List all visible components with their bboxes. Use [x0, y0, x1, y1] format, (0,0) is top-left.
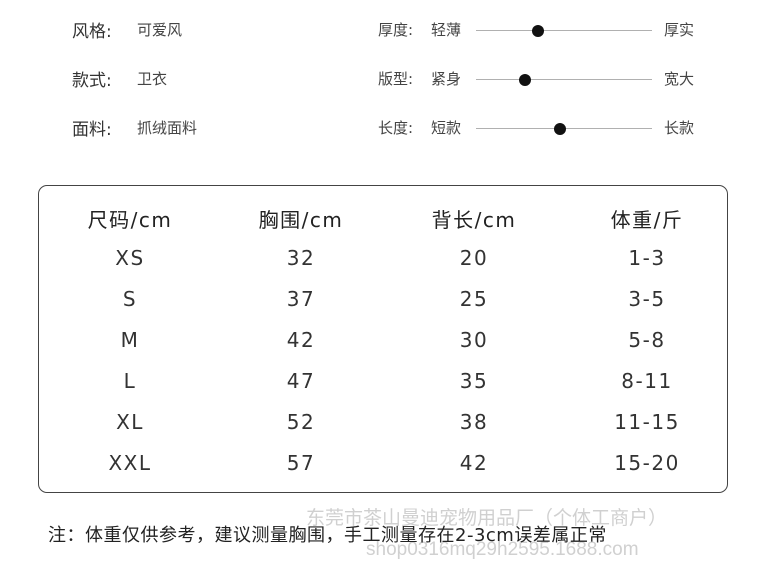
- table-cell: 30: [459, 328, 489, 352]
- slider-label: 长度:: [378, 119, 414, 137]
- table-cell: 25: [459, 287, 489, 311]
- watermark-shop-url: shop0316mq29h2595.1688.com: [366, 539, 639, 560]
- table-cell: XS: [115, 246, 145, 270]
- slider-knob: [531, 25, 544, 37]
- attribute-label: 面料:: [72, 120, 112, 140]
- table-cell: 5-8: [628, 328, 666, 352]
- attribute-value: 卫衣: [137, 70, 168, 88]
- table-cell: L: [123, 369, 137, 393]
- slider-track: [476, 79, 652, 80]
- table-cell: 20: [459, 246, 489, 270]
- table-cell: 52: [286, 410, 316, 434]
- slider-track: [476, 30, 652, 31]
- attribute-value: 抓绒面料: [137, 119, 198, 137]
- slider-left-label: 紧身: [431, 70, 462, 88]
- table-cell: 35: [459, 369, 489, 393]
- slider-left-label: 轻薄: [431, 21, 462, 39]
- slider-knob: [519, 74, 532, 86]
- table-cell: XL: [116, 410, 144, 434]
- slider-left-label: 短款: [431, 119, 462, 137]
- table-cell: 42: [459, 451, 489, 475]
- slider-label: 版型:: [378, 70, 414, 88]
- table-cell: 37: [286, 287, 316, 311]
- slider-knob: [554, 123, 567, 135]
- table-cell: M: [120, 328, 140, 352]
- table-header-chest: 胸围/cm: [258, 208, 344, 232]
- table-header-back: 背长/cm: [431, 208, 517, 232]
- table-cell: 47: [286, 369, 316, 393]
- table-cell: S: [122, 287, 138, 311]
- table-cell: 8-11: [621, 369, 673, 393]
- table-header-size: 尺码/cm: [87, 208, 173, 232]
- size-table: 尺码/cm 胸围/cm 背长/cm 体重/斤 XS 32 20 1-3 S 37…: [38, 185, 728, 493]
- table-cell: 11-15: [614, 410, 680, 434]
- slider-right-label: 厚实: [664, 21, 695, 39]
- watermark-shop-name: 东莞市茶山曼迪宠物用品厂（个体工商户）: [306, 508, 668, 529]
- table-cell: 57: [286, 451, 316, 475]
- table-cell: 1-3: [628, 246, 666, 270]
- slider-label: 厚度:: [378, 21, 414, 39]
- attribute-value: 可爱风: [137, 21, 183, 39]
- table-cell: 42: [286, 328, 316, 352]
- footnote: 注：体重仅供参考，建议测量胸围，手工测量存在2-3cm误差属正常: [48, 525, 607, 546]
- table-cell: 3-5: [628, 287, 666, 311]
- table-cell: 15-20: [614, 451, 680, 475]
- attribute-label: 风格:: [72, 22, 112, 42]
- attribute-label: 款式:: [72, 71, 112, 91]
- table-cell: 38: [459, 410, 489, 434]
- slider-right-label: 长款: [664, 119, 695, 137]
- table-cell: 32: [286, 246, 316, 270]
- slider-right-label: 宽大: [664, 70, 695, 88]
- table-header-weight: 体重/斤: [610, 208, 684, 232]
- table-cell: XXL: [108, 451, 152, 475]
